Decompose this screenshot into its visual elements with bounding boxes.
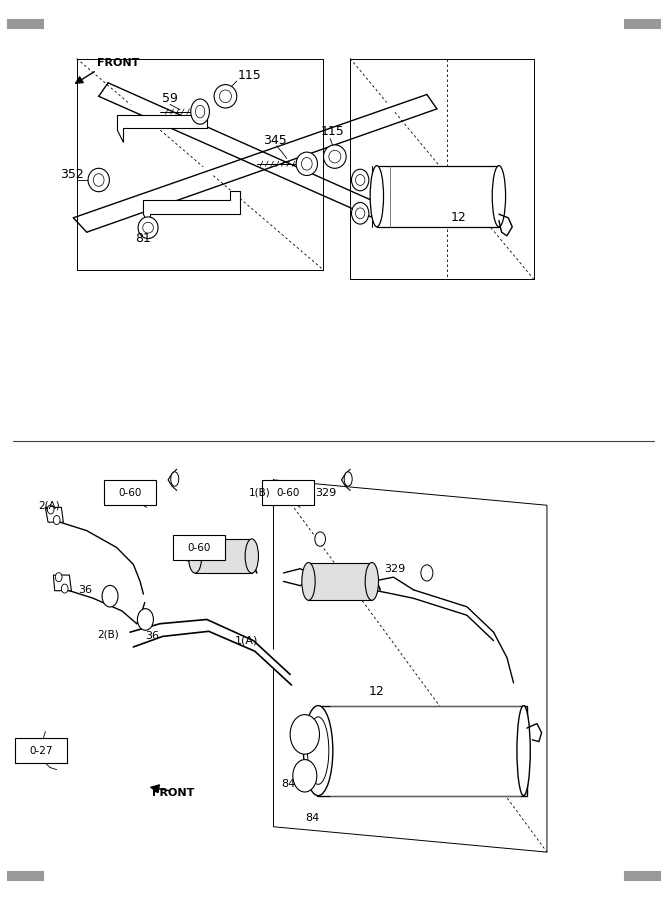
- Text: 36: 36: [145, 632, 159, 642]
- Text: 84: 84: [281, 779, 295, 789]
- Ellipse shape: [55, 572, 62, 581]
- Ellipse shape: [356, 175, 365, 185]
- Text: 0-60: 0-60: [187, 543, 211, 553]
- Bar: [15, 738, 67, 763]
- Polygon shape: [143, 191, 240, 227]
- Text: 329: 329: [315, 488, 336, 498]
- Ellipse shape: [53, 516, 60, 525]
- Bar: [173, 535, 225, 560]
- Bar: [7, 19, 43, 28]
- Text: 352: 352: [60, 168, 84, 181]
- Ellipse shape: [323, 145, 346, 168]
- Ellipse shape: [315, 532, 325, 546]
- Bar: [624, 871, 660, 880]
- Polygon shape: [53, 575, 71, 590]
- Polygon shape: [195, 539, 251, 573]
- Ellipse shape: [293, 760, 317, 792]
- Text: 115: 115: [320, 125, 344, 138]
- Ellipse shape: [143, 222, 153, 233]
- Ellipse shape: [344, 472, 352, 486]
- Ellipse shape: [370, 166, 384, 227]
- Ellipse shape: [356, 208, 365, 219]
- Ellipse shape: [329, 150, 341, 163]
- Text: 1(A): 1(A): [235, 635, 259, 645]
- Ellipse shape: [189, 539, 201, 573]
- Text: 12: 12: [369, 685, 385, 698]
- Polygon shape: [308, 562, 372, 600]
- Bar: [262, 480, 314, 505]
- Ellipse shape: [138, 217, 158, 239]
- Ellipse shape: [47, 505, 54, 514]
- Text: 329: 329: [384, 563, 406, 573]
- Bar: [624, 19, 660, 28]
- Text: 0-60: 0-60: [276, 488, 300, 498]
- Bar: [7, 871, 43, 880]
- Ellipse shape: [290, 715, 319, 754]
- Ellipse shape: [366, 562, 379, 600]
- Text: 84: 84: [305, 814, 319, 824]
- Ellipse shape: [61, 584, 68, 593]
- Text: 0-60: 0-60: [118, 488, 142, 498]
- Ellipse shape: [492, 166, 506, 227]
- Text: 59: 59: [162, 93, 178, 105]
- Text: 345: 345: [263, 134, 287, 147]
- Ellipse shape: [307, 716, 329, 785]
- Ellipse shape: [517, 706, 530, 796]
- Ellipse shape: [214, 85, 237, 108]
- Text: 2(B): 2(B): [97, 629, 119, 639]
- Polygon shape: [45, 508, 63, 522]
- Ellipse shape: [88, 168, 109, 192]
- Bar: [317, 706, 527, 796]
- Ellipse shape: [195, 105, 205, 118]
- Text: FRONT: FRONT: [97, 58, 139, 68]
- Ellipse shape: [219, 90, 231, 103]
- Text: FRONT: FRONT: [152, 788, 195, 798]
- Ellipse shape: [301, 562, 315, 600]
- Ellipse shape: [245, 539, 258, 573]
- Ellipse shape: [93, 174, 104, 186]
- Bar: [104, 480, 156, 505]
- Ellipse shape: [352, 169, 369, 191]
- Ellipse shape: [421, 565, 433, 581]
- Text: 115: 115: [238, 69, 262, 82]
- Polygon shape: [117, 106, 207, 142]
- Ellipse shape: [171, 472, 179, 486]
- Text: 2(A): 2(A): [39, 500, 61, 510]
- Ellipse shape: [301, 158, 312, 170]
- Text: 81: 81: [135, 232, 151, 245]
- Ellipse shape: [303, 706, 333, 796]
- Ellipse shape: [352, 202, 369, 224]
- Text: 36: 36: [79, 585, 92, 595]
- Text: 12: 12: [451, 212, 467, 224]
- Text: 0-27: 0-27: [29, 745, 53, 756]
- Bar: [377, 166, 499, 227]
- Ellipse shape: [296, 152, 317, 176]
- Ellipse shape: [102, 585, 118, 607]
- Ellipse shape: [191, 99, 209, 124]
- Ellipse shape: [137, 608, 153, 630]
- Text: 1(B): 1(B): [249, 488, 271, 498]
